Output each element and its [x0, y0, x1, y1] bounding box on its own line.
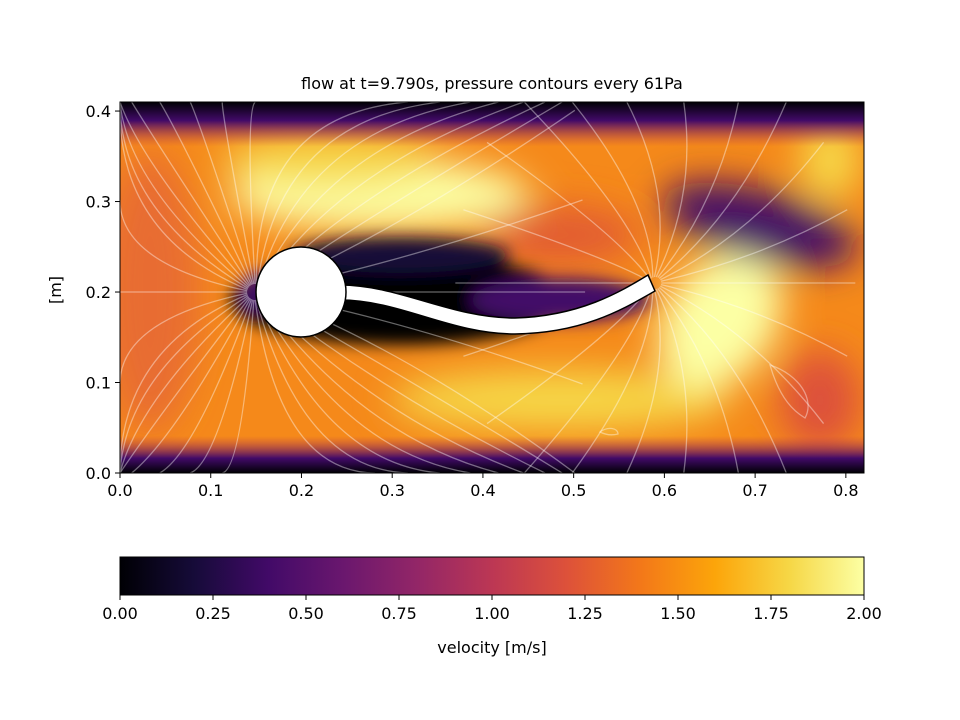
- colorbar-gradient: [119, 556, 865, 596]
- contour-line: [626, 288, 661, 473]
- contour-line: [159, 102, 253, 286]
- x-tick-label: 0.2: [289, 481, 314, 500]
- x-tick-label: 0.3: [379, 481, 404, 500]
- x-tick-label: 0.7: [742, 481, 767, 500]
- contour-line: [258, 102, 471, 286]
- colorbar-tick-label: 0.00: [102, 604, 138, 623]
- contour-line: [120, 297, 250, 473]
- contour-line: [657, 288, 740, 473]
- x-axis: 0.0 0.1 0.2 0.3 0.4 0.5 0.6 0.7 0.8: [107, 473, 859, 500]
- contour-line: [249, 102, 256, 285]
- x-tick-label: 0.5: [561, 481, 586, 500]
- chart-title: flow at t=9.790s, pressure contours ever…: [301, 74, 683, 93]
- contour-line: [626, 102, 661, 278]
- contour-line: [523, 102, 653, 279]
- y-axis-label: [m]: [46, 276, 65, 304]
- contour-line: [256, 102, 441, 285]
- contour-line: [463, 209, 650, 282]
- colorbar-tick-label: 1.25: [567, 604, 603, 623]
- contour-line: [657, 102, 740, 278]
- colorbar-tick-label: 0.75: [381, 604, 417, 623]
- x-tick-label: 0.1: [198, 481, 223, 500]
- contour-line: [655, 288, 688, 473]
- contour-line: [658, 102, 787, 279]
- contour-line: [660, 209, 848, 282]
- plot-frame: [119, 101, 865, 474]
- contour-line: [598, 427, 619, 436]
- contour-line: [658, 287, 787, 473]
- colorbar-tick-label: 1.75: [753, 604, 789, 623]
- y-tick-label: 0.1: [86, 374, 111, 393]
- contour-line: [255, 299, 408, 473]
- x-tick-label: 0.0: [107, 481, 132, 500]
- y-tick-label: 0.3: [86, 193, 111, 212]
- contour-line: [120, 110, 248, 291]
- y-axis: 0.0 0.1 0.2 0.3 0.4: [86, 102, 120, 483]
- x-tick-label: 0.6: [652, 481, 677, 500]
- contour-line: [189, 299, 254, 473]
- contour-line: [131, 102, 251, 286]
- contour-line: [221, 102, 255, 285]
- contour-line: [120, 295, 249, 473]
- contour-line: [660, 142, 825, 281]
- x-tick-label: 0.4: [470, 481, 495, 500]
- contour-line: [259, 102, 499, 286]
- contour-line: [256, 299, 441, 473]
- colorbar-tick-label: 1.00: [474, 604, 510, 623]
- colorbar-label: velocity [m/s]: [437, 638, 546, 657]
- velocity-heatmap: [120, 102, 864, 473]
- contour-line: [571, 102, 654, 278]
- y-tick-label: 0.2: [86, 283, 111, 302]
- x-tick-label: 0.8: [833, 481, 858, 500]
- colorbar-tick-label: 0.50: [288, 604, 324, 623]
- colorbar-tick-label: 1.50: [660, 604, 696, 623]
- contour-line: [222, 299, 255, 473]
- contour-line: [655, 102, 688, 278]
- colorbar-tick-label: 0.25: [195, 604, 231, 623]
- contour-line: [769, 363, 809, 419]
- contour-line: [120, 102, 250, 288]
- flag-obstacle: [339, 273, 656, 335]
- y-tick-label: 0.4: [86, 102, 111, 121]
- contour-line: [486, 141, 651, 281]
- contour-line: [254, 299, 376, 473]
- contour-line: [120, 296, 250, 473]
- contour-line: [120, 293, 248, 473]
- contour-line: [120, 102, 249, 289]
- contour-line: [159, 298, 253, 473]
- contour-line: [131, 298, 251, 473]
- colorbar-tick-label: 2.00: [846, 604, 882, 623]
- contour-line: [120, 102, 250, 287]
- colorbar-ticks: 0.00 0.25 0.50 0.75 1.00 1.25 1.50 1.75 2.00: [102, 595, 882, 623]
- contour-line: [120, 292, 248, 385]
- colorbar: 0.00 0.25 0.50 0.75 1.00 1.25 1.50 1.75 2.00 vel…: [102, 556, 882, 657]
- contour-line: [255, 102, 409, 285]
- contour-line: [189, 102, 254, 285]
- contour-line: [660, 285, 825, 424]
- contour-line: [571, 288, 654, 473]
- y-tick-label: 0.0: [86, 464, 111, 483]
- contour-line: [258, 298, 471, 473]
- contour-line: [660, 284, 848, 357]
- contour-line: [120, 200, 248, 292]
- cylinder-obstacle: [255, 246, 347, 338]
- pressure-contours: [120, 102, 856, 473]
- contour-line: [523, 287, 653, 473]
